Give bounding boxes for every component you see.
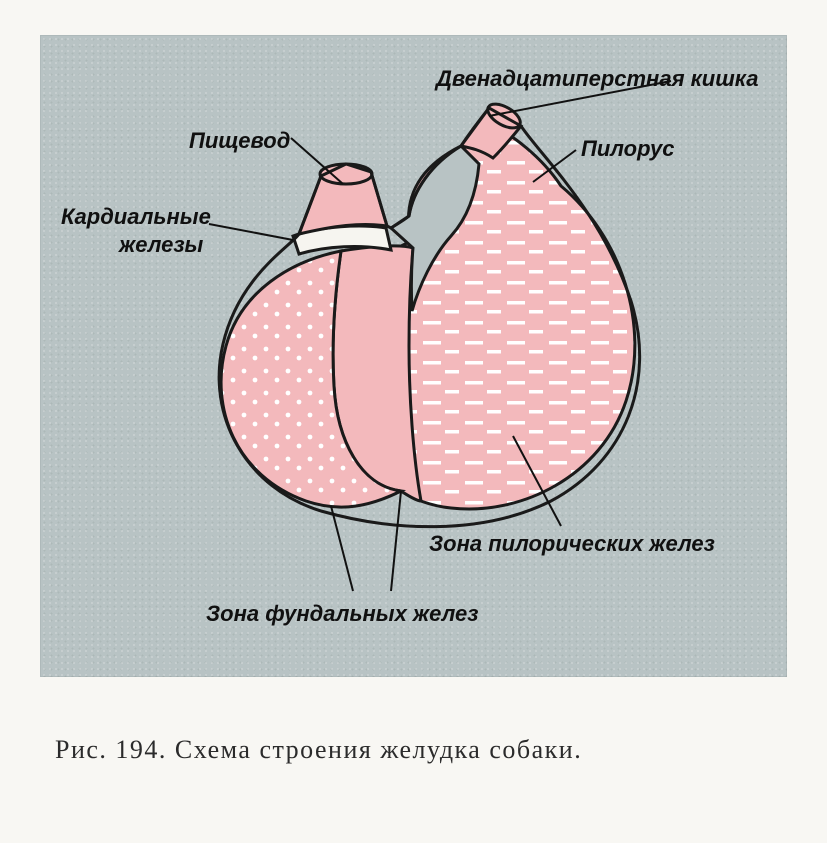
label-cardiac-2: железы: [119, 232, 203, 258]
stomach-diagram: [41, 36, 786, 676]
figure-box: Пищевод Двенадцатиперстная кишка Пилорус…: [40, 35, 787, 677]
label-cardiac-1: Кардиальные: [61, 204, 211, 230]
label-pyloric-zone: Зона пилорических желез: [429, 531, 715, 557]
figure-caption: Рис. 194. Схема строения желудка собаки.: [55, 735, 775, 765]
label-duodenum: Двенадцатиперстная кишка: [436, 66, 758, 92]
label-pylorus: Пилорус: [581, 136, 674, 162]
label-esophagus: Пищевод: [189, 128, 290, 154]
page: Пищевод Двенадцатиперстная кишка Пилорус…: [0, 0, 827, 843]
label-fundic-zone: Зона фундальных желез: [206, 601, 479, 627]
